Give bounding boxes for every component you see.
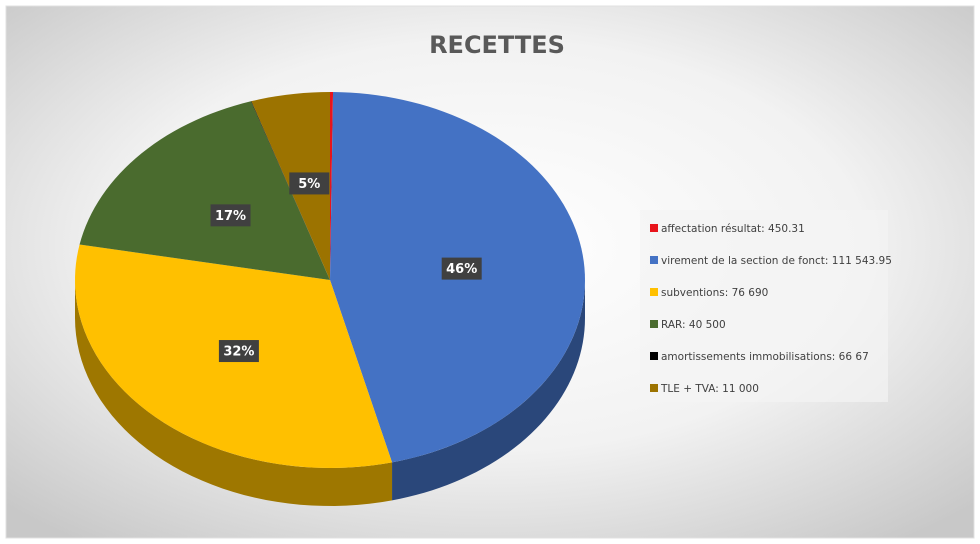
legend-label: amortissements immobilisations: 66 67: [661, 351, 869, 363]
legend-swatch: [650, 352, 658, 360]
legend-label: virement de la section de fonct: 111 543…: [661, 255, 892, 267]
data-label-box: [441, 257, 482, 280]
legend-label: affectation résultat: 450.31: [661, 223, 805, 235]
data-label-box: [218, 340, 259, 363]
legend-label: RAR: 40 500: [661, 319, 726, 331]
legend-label: TLE + TVA: 11 000: [660, 383, 759, 395]
data-label-box: [210, 204, 251, 227]
pie-side: [75, 280, 393, 506]
pie-slice: [330, 92, 334, 280]
pie-side: [392, 280, 585, 501]
legend-swatch: [650, 256, 658, 264]
data-label: 17%: [215, 209, 246, 224]
data-label: 32%: [223, 345, 254, 360]
legend-swatch: [650, 224, 658, 232]
chart-title: RECETTES: [429, 31, 565, 59]
legend-swatch: [650, 384, 658, 392]
legend-swatch: [650, 288, 658, 296]
pie: 46% 32% 17% 5%: [75, 92, 585, 506]
legend: affectation résultat: 450.31 virement de …: [650, 223, 892, 395]
pie-slice: [79, 101, 330, 280]
data-label: 46%: [446, 262, 477, 277]
legend-box: [640, 210, 888, 402]
legend-label: subventions: 76 690: [661, 287, 768, 299]
data-label-box: [289, 172, 330, 195]
data-label: 5%: [298, 177, 320, 192]
legend-swatch: [650, 320, 658, 328]
